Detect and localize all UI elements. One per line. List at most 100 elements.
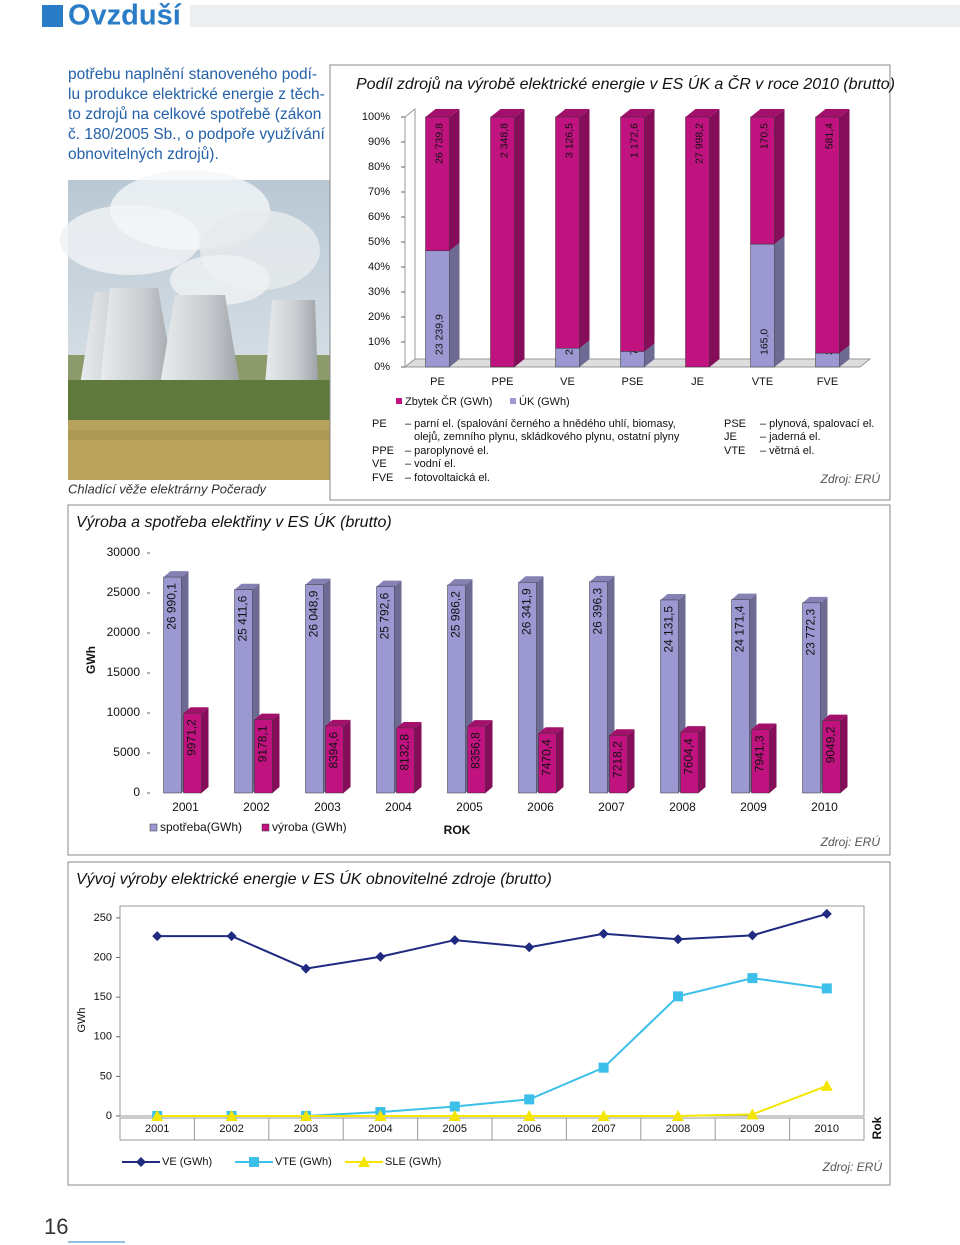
point [151, 1110, 164, 1121]
legend-label: VTE (GWh) [275, 1156, 332, 1168]
value-label: 170,5 [758, 123, 770, 149]
bar [254, 719, 273, 794]
bar [467, 725, 486, 794]
source: Zdroj: ERÚ [822, 1159, 883, 1174]
bar [163, 576, 182, 794]
bar-side [769, 723, 777, 793]
value-label: 7604,4 [682, 738, 696, 775]
bar-top [815, 109, 850, 117]
point [524, 1094, 535, 1105]
abbr-text: – fotovoltaická el. [405, 472, 490, 484]
bar-side [627, 729, 635, 793]
abbr: PPE [372, 445, 394, 457]
line [157, 1084, 828, 1117]
y-tick-label: 100 [94, 1031, 112, 1043]
legend-marker [249, 1157, 259, 1167]
abbr: PE [372, 418, 387, 430]
bar-top [518, 576, 544, 583]
abbr: FVE [372, 472, 393, 484]
bar [490, 116, 515, 368]
bar-side [774, 109, 785, 245]
x-tick-label: 2009 [740, 800, 767, 814]
x-tick-label: 2002 [219, 1123, 243, 1135]
point [226, 931, 237, 942]
bar [376, 586, 395, 794]
legend-label: spotřeba(GWh) [160, 820, 242, 834]
bar [425, 116, 450, 252]
legend-swatch [396, 398, 402, 404]
bar-side [644, 109, 655, 352]
y-tick-label: 90% [368, 136, 390, 148]
abbr: JE [724, 431, 737, 443]
bar-side [774, 236, 785, 367]
bar [731, 599, 750, 794]
bar-top [609, 729, 635, 736]
y-tick-label: 40% [368, 261, 390, 273]
x-tick-label: 2001 [172, 800, 199, 814]
y-tick-label: 10000 [107, 705, 141, 719]
value-label: 23 772,3 [804, 609, 818, 656]
point [448, 1110, 461, 1121]
point [598, 928, 609, 939]
x-tick-label: 2003 [294, 1123, 318, 1135]
y-tick-label: 250 [94, 912, 112, 924]
bar-top [555, 109, 590, 117]
bar-top [731, 593, 757, 600]
x-tick-label: 2009 [740, 1123, 764, 1135]
bar-top [660, 593, 686, 600]
value-label: 9049,2 [824, 726, 838, 763]
value-label: 7941,3 [753, 735, 767, 772]
bar [305, 584, 324, 794]
bar [609, 735, 628, 794]
bar [555, 116, 580, 349]
value-label: 24 131,5 [662, 606, 676, 653]
bar [750, 243, 775, 368]
y-tick-label: 30% [368, 286, 390, 298]
intro-line: potřebu naplnění stanoveného podí- [68, 66, 317, 83]
point [225, 1110, 238, 1121]
line [157, 912, 828, 970]
value-label: 25 411,6 [236, 595, 250, 641]
bar-top [447, 579, 473, 586]
bar [447, 584, 466, 794]
bar [425, 250, 450, 368]
bar [234, 589, 253, 794]
x-tick-label: 2003 [314, 800, 341, 814]
chart-title: Výroba a spotřeba elektřiny v ES ÚK (bru… [76, 512, 392, 531]
bar-top [802, 596, 828, 603]
abbr-text: – jaderná el. [760, 431, 821, 443]
y-tick-label: 20000 [107, 625, 141, 639]
bar [815, 116, 840, 354]
value-label: 8132,8 [398, 734, 412, 771]
legend-marker [358, 1156, 370, 1167]
value-label: 26 739,8 [433, 123, 445, 164]
intro-line: lu produkce elektrické energie z těch- [68, 86, 325, 103]
legend-swatch [261, 823, 270, 832]
x-tick-label: JE [691, 376, 704, 388]
y-tick-label: 80% [368, 161, 390, 173]
abbr-text: – parní el. (spalování černého a hnědého… [405, 418, 676, 430]
x-tick-label: 2007 [598, 800, 625, 814]
point [746, 1108, 759, 1120]
bar [750, 116, 775, 245]
value-label: 25 792,6 [378, 592, 392, 639]
chart-frame [67, 504, 891, 856]
bar-top [490, 109, 525, 117]
bar-side [272, 713, 280, 793]
bar-side [579, 109, 590, 349]
legend-swatch [510, 398, 516, 404]
bar-top [751, 723, 777, 730]
point [449, 935, 460, 946]
bar [589, 581, 608, 794]
y-tick-label: 15000 [107, 665, 141, 679]
chart-title: Podíl zdrojů na výrobě elektrické energi… [356, 74, 895, 93]
x-tick-label: PE [430, 376, 445, 388]
x-tick-label: 2006 [527, 800, 554, 814]
bar-top [254, 713, 280, 720]
y-tick-label: 0 [133, 785, 140, 799]
value-label: 24 171,4 [733, 605, 747, 652]
legend-label: ÚK (GWh) [519, 395, 570, 408]
bar-top [620, 109, 655, 117]
bar [538, 732, 557, 794]
bar-top [467, 720, 493, 727]
